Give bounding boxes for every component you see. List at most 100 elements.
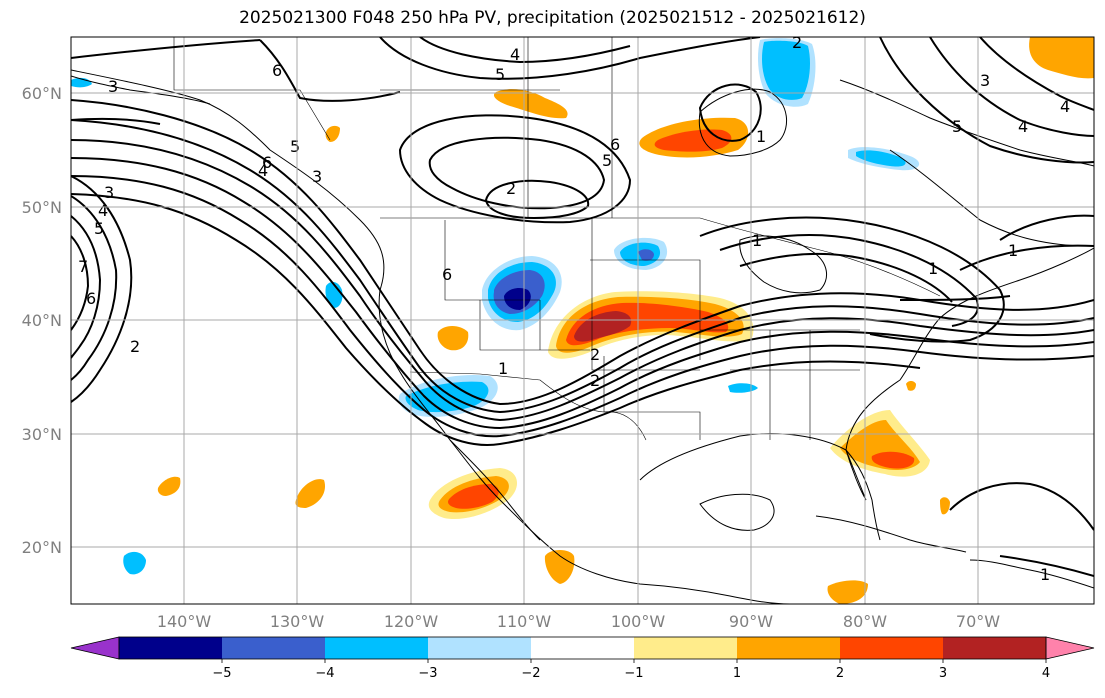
contour-label: 6	[86, 289, 96, 308]
coastline-gulf	[639, 433, 881, 541]
contour-label: 5	[290, 137, 300, 156]
border-texas	[603, 356, 701, 440]
contour-north-1	[71, 39, 261, 59]
contour-label: 6	[442, 265, 452, 284]
lon-label: 110°W	[497, 612, 552, 631]
coastline-cuba	[815, 515, 967, 553]
border-midwest	[590, 259, 701, 360]
border-canada-3	[173, 37, 331, 141]
coastline-hispaniola	[969, 559, 1094, 589]
colorbar-segment	[325, 637, 428, 659]
contour-label: 3	[312, 167, 322, 186]
contour-label: 5	[952, 117, 962, 136]
lat-label: 50°N	[22, 198, 62, 217]
border-montana	[444, 220, 540, 301]
colorbar-segment	[634, 637, 737, 659]
contour-canada-low	[398, 114, 632, 224]
contour-label: 3	[108, 77, 118, 96]
colorbar: −5−4−3−2−112345	[70, 636, 1095, 681]
colorbar-segment	[119, 637, 222, 659]
precip-area-canada-nw	[493, 89, 568, 119]
colorbar-tick-label: 2	[836, 666, 844, 681]
precip-area-gulf-small	[906, 381, 916, 391]
contour-label: 1	[756, 127, 766, 146]
contour-east-1	[699, 216, 1005, 343]
contour-pacific-ridge-3	[71, 215, 102, 359]
lon-label: 100°W	[611, 612, 666, 631]
colorbar-tick-label: −5	[212, 666, 231, 681]
precip-area-arizona	[437, 326, 469, 351]
lat-label: 60°N	[22, 84, 62, 103]
contour-jet-3	[71, 139, 1094, 422]
colorbar-extend-max	[1045, 636, 1095, 660]
contour-canada-low-2	[428, 136, 606, 210]
contour-label: 7	[78, 257, 88, 276]
colorbar-tick-label: −3	[418, 666, 437, 681]
coastlines	[71, 69, 1094, 604]
contour-pacific-ridge	[71, 175, 133, 403]
coastline-labrador	[889, 149, 1081, 247]
map-frame	[70, 36, 1095, 605]
pv-area-pacific-blue-2	[123, 551, 146, 575]
coastline-alaska	[71, 75, 211, 105]
precip-area-caribbean	[827, 580, 868, 604]
lon-labels: 140°W 130°W 120°W 110°W 100°W 90°W 80°W …	[157, 612, 1000, 631]
precip-area-southeast-3	[871, 451, 915, 469]
colorbar-segment	[531, 637, 634, 659]
contour-atlantic-low	[949, 482, 1094, 531]
borders	[173, 37, 941, 441]
precip-shading	[71, 37, 1094, 604]
colorbar-tick-label: 4	[1042, 666, 1050, 681]
contour-label: 6	[610, 135, 620, 154]
colorbar-segment	[840, 637, 943, 659]
contour-jet-1	[71, 99, 1094, 406]
coastline-florida	[845, 449, 867, 501]
pv-area-dakotas-3	[638, 249, 654, 261]
contour-label: 2	[590, 371, 600, 390]
border-us-mexico	[409, 371, 647, 441]
lon-label: 120°W	[384, 612, 439, 631]
contour-east-7	[999, 214, 1094, 241]
contour-hudson-circle	[698, 83, 762, 142]
lon-label: 80°W	[843, 612, 887, 631]
colorbar-tick-label: −2	[521, 666, 540, 681]
precip-area-pacific-2	[157, 476, 181, 496]
precip-area-central-plains-4	[574, 311, 632, 342]
contour-label: 6	[272, 61, 282, 80]
contour-jet-4	[71, 157, 1094, 430]
contour-labels: 6 4 3 5 4 3 6 5 1 2 6 5 4 2 1 2 3 4 5 7 …	[78, 37, 1070, 584]
contour-label: 4	[1060, 97, 1070, 116]
contour-label: 5	[94, 219, 104, 238]
border-kansas	[591, 296, 700, 371]
contour-label: 3	[104, 183, 114, 202]
contour-label: 6	[262, 153, 272, 172]
border-us-canada-east	[699, 217, 941, 297]
contour-east-3	[739, 252, 953, 303]
coastline-hudson	[698, 88, 788, 157]
coastline-great-lakes	[739, 235, 828, 294]
colorbar-outline	[118, 636, 1047, 660]
contour-label: 4	[510, 45, 520, 64]
contour-east-6	[979, 37, 1094, 111]
precip-area-arctic-ne	[1029, 37, 1094, 79]
precip-area-baja-3	[448, 484, 499, 509]
border-wyoming	[479, 300, 590, 351]
lat-label: 30°N	[22, 425, 62, 444]
colorbar-tick-label: −4	[315, 666, 334, 681]
coastline-baja	[449, 439, 541, 541]
contour-east-2	[719, 234, 979, 327]
contour-nw-1	[71, 117, 161, 125]
colorbar-segment	[737, 637, 840, 659]
precip-area-mexico-s	[544, 550, 575, 584]
contour-east-4	[879, 37, 1094, 164]
colorbar-tick-label: −1	[624, 666, 643, 681]
contour-us-ne	[899, 295, 1011, 301]
contour-label: 1	[752, 231, 762, 250]
coastline-yucatan	[699, 493, 775, 531]
contour-label: 1	[928, 259, 938, 278]
contour-pacific-ridge-2	[71, 195, 118, 381]
lon-label: 130°W	[270, 612, 325, 631]
contour-label: 2	[590, 345, 600, 364]
colorbar-segment	[428, 637, 531, 659]
